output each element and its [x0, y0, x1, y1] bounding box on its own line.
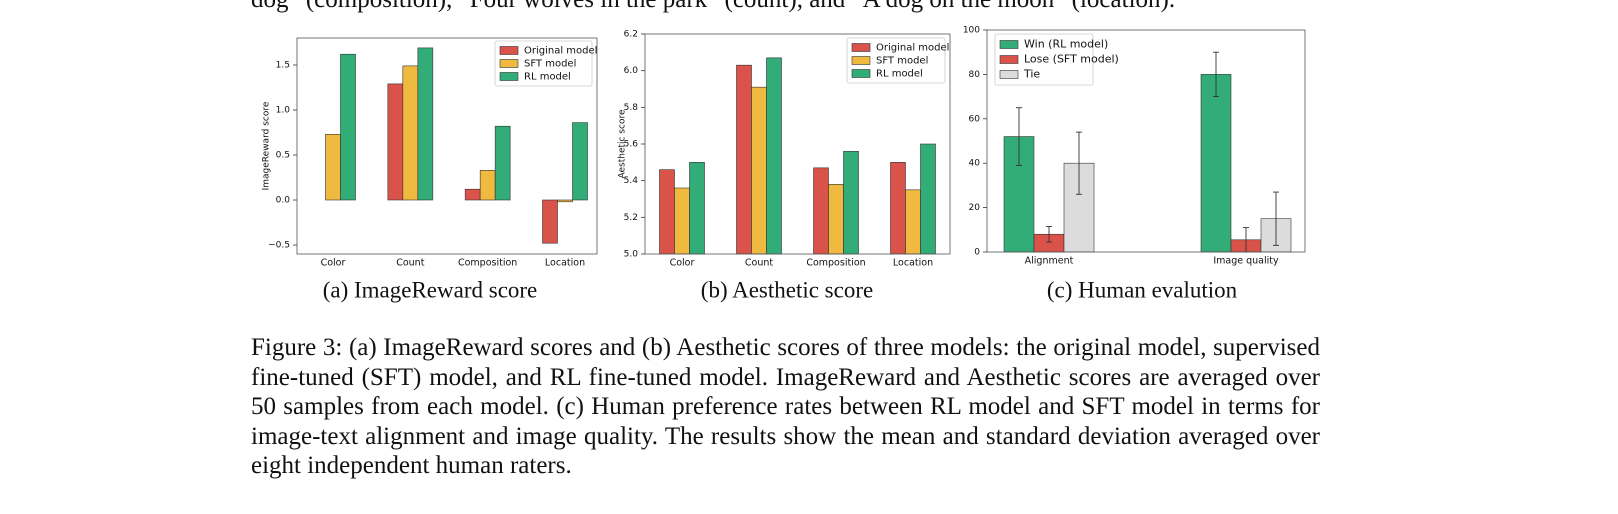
- legend-swatch: [999, 40, 1019, 49]
- bar: [387, 83, 404, 201]
- bar: [828, 184, 844, 255]
- bar: [402, 65, 419, 201]
- x-tick-label: Location: [893, 258, 933, 269]
- bar: [557, 199, 573, 203]
- legend-box: [494, 40, 593, 87]
- intro-text: dog” (composition), “Four wolves in the …: [251, 0, 1175, 14]
- legend-swatch: [851, 69, 871, 78]
- bar: [905, 189, 921, 255]
- legend-swatch: [851, 56, 871, 65]
- legend-label: Tie: [1023, 68, 1040, 81]
- bar: [479, 170, 496, 201]
- legend-label: SFT model: [876, 56, 928, 67]
- bar: [736, 64, 752, 255]
- bar: [340, 53, 356, 201]
- legend-swatch: [851, 43, 871, 52]
- legend-label: Original model: [524, 46, 597, 57]
- y-tick-label: 6.0: [624, 66, 639, 76]
- y-tick-label: 5.2: [624, 213, 638, 223]
- x-tick-label: Color: [321, 258, 346, 269]
- y-tick-label: 0.0: [276, 196, 291, 206]
- bar: [920, 143, 936, 255]
- subcaption: (a) ImageReward score: [323, 277, 538, 302]
- legend-swatch: [499, 72, 519, 81]
- subcaption: (b) Aesthetic score: [701, 277, 873, 302]
- legend-label: Original model: [876, 43, 949, 54]
- y-tick-label: 0.5: [276, 151, 290, 161]
- bar: [674, 187, 690, 255]
- legend-label: RL model: [524, 72, 571, 83]
- bar: [464, 188, 481, 201]
- plot-frame: [986, 29, 1306, 253]
- bar: [890, 162, 906, 255]
- bar: [1200, 74, 1232, 253]
- y-tick-label: 80: [969, 70, 981, 80]
- bar: [572, 122, 588, 201]
- y-tick-label: 60: [969, 114, 981, 124]
- x-tick-label: Composition: [458, 258, 517, 269]
- bar: [542, 199, 558, 244]
- bar: [659, 169, 675, 255]
- bar: [766, 57, 782, 255]
- legend-label: RL model: [876, 69, 923, 80]
- x-tick-label: Color: [670, 258, 695, 269]
- legend-box: [994, 33, 1094, 86]
- y-tick-label: 0: [974, 248, 980, 258]
- y-tick-label: 1.0: [276, 106, 291, 116]
- y-tick-label: 40: [969, 159, 981, 169]
- bar: [813, 167, 829, 255]
- y-tick-label: −0.5: [268, 241, 290, 251]
- y-tick-label: 100: [963, 26, 980, 36]
- x-tick-label: Alignment: [1025, 256, 1074, 267]
- bar: [689, 162, 705, 255]
- x-tick-label: Count: [396, 258, 424, 269]
- legend-swatch: [999, 70, 1019, 79]
- bar: [325, 134, 341, 201]
- bar: [843, 151, 859, 255]
- x-tick-label: Location: [545, 258, 585, 269]
- x-tick-label: Image quality: [1213, 256, 1279, 267]
- figure-caption: Figure 3: (a) ImageReward scores and (b)…: [251, 334, 1320, 479]
- y-tick-label: 5.6: [624, 140, 639, 150]
- y-tick-label: 5.8: [624, 103, 639, 113]
- subcaption: (c) Human evalution: [1047, 277, 1238, 302]
- y-axis-label: ImageReward score: [262, 101, 272, 190]
- legend-box: [846, 37, 946, 84]
- legend-swatch: [499, 59, 519, 68]
- bar: [417, 47, 434, 201]
- legend-label: Lose (SFT model): [1024, 53, 1119, 66]
- y-tick-label: 5.0: [624, 250, 639, 260]
- legend-label: SFT model: [524, 59, 576, 70]
- bar: [494, 125, 511, 201]
- x-tick-label: Composition: [806, 258, 865, 269]
- bar: [751, 86, 767, 255]
- figure: −0.5 0.0 0.5 1.0 1.5 ImageReward score Color Co…: [262, 26, 1306, 302]
- y-tick-label: 5.4: [624, 176, 639, 186]
- legend-swatch: [999, 55, 1019, 64]
- plot-frame: [296, 37, 598, 255]
- y-tick-label: 1.5: [276, 61, 290, 71]
- legend-label: Win (RL model): [1024, 38, 1108, 51]
- y-tick-label: 20: [969, 203, 981, 213]
- plot-frame: [644, 33, 951, 255]
- x-tick-label: Count: [745, 258, 773, 269]
- y-tick-label: 6.2: [624, 30, 638, 40]
- legend-swatch: [499, 46, 519, 55]
- y-axis-label: Aesthetic score: [618, 109, 628, 178]
